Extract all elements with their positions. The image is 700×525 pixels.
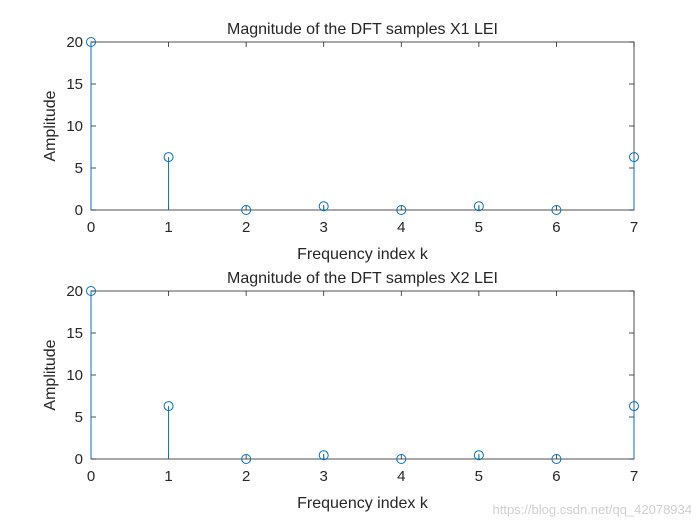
y-axis-label: Amplitude [42, 339, 59, 410]
x-tick-label: 1 [164, 219, 172, 236]
stem-marker [163, 152, 174, 163]
y-tick-label: 5 [75, 160, 83, 177]
x-tick-label: 1 [164, 468, 172, 485]
chart-title: Magnitude of the DFT samples X1 LEI [227, 21, 498, 38]
y-tick-label: 20 [66, 283, 83, 300]
y-tick-label: 10 [66, 367, 83, 384]
y-axis-label: Amplitude [42, 90, 59, 161]
x-axis-label: Frequency index k [297, 495, 429, 512]
y-tick-label: 15 [66, 325, 83, 342]
y-tick-label: 5 [75, 409, 83, 426]
stem-marker [318, 201, 329, 212]
stem-marker [629, 152, 639, 163]
x-tick-label: 5 [475, 468, 483, 485]
subplot-1: 0 1 2 3 4 5 6 7 0 5 10 15 20 Magnitude of the DFT sam… [42, 21, 639, 263]
axes-box [90, 290, 635, 460]
x-tick-label: 2 [242, 468, 250, 485]
stem-marker [163, 401, 174, 412]
chart-title: Magnitude of the DFT samples X2 LEI [227, 270, 498, 287]
y-tick-label: 15 [66, 76, 83, 93]
x-tick-label: 7 [630, 468, 638, 485]
stem-marker [241, 205, 252, 215]
x-tick-label: 2 [242, 219, 250, 236]
stem-marker [396, 454, 407, 464]
x-tick-label: 4 [397, 219, 405, 236]
y-tick-label: 0 [75, 451, 83, 468]
x-tick-label: 3 [320, 468, 328, 485]
x-tick-label: 0 [87, 219, 95, 236]
x-axis-label: Frequency index k [297, 246, 429, 263]
watermark: https://blog.csdn.net/qq_42078934 [492, 502, 693, 517]
stem-marker [86, 37, 96, 47]
y-tick-label: 10 [66, 118, 83, 135]
x-tick-label: 3 [320, 219, 328, 236]
x-tick-label: 6 [552, 468, 560, 485]
subplot-2: 0 1 2 3 4 5 6 7 0 5 10 15 20 Magnitude of the DFT sam… [42, 270, 639, 512]
x-tick-label: 4 [397, 468, 405, 485]
y-tick-label: 20 [66, 34, 83, 51]
axes-box [90, 41, 635, 211]
x-tick-label: 7 [630, 219, 638, 236]
stem-marker [241, 454, 252, 464]
stem-marker [629, 401, 639, 412]
stem-marker [551, 205, 562, 215]
stem-marker [318, 450, 329, 461]
stem-marker [86, 286, 96, 296]
stem-marker [473, 450, 484, 461]
stem-marker [551, 454, 562, 464]
x-tick-label: 5 [475, 219, 483, 236]
x-tick-label: 0 [87, 468, 95, 485]
y-tick-label: 0 [75, 202, 83, 219]
x-tick-label: 6 [552, 219, 560, 236]
stem-marker [473, 201, 484, 212]
stem-marker [396, 205, 407, 215]
